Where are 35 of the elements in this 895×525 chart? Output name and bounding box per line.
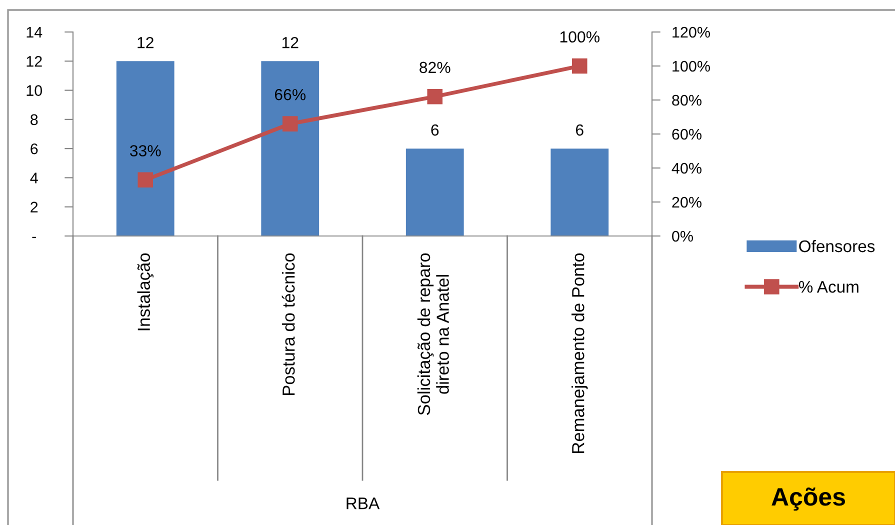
y2-tick-label: 120% <box>672 26 710 38</box>
data-label: 6 <box>431 124 439 136</box>
point <box>572 58 588 74</box>
point <box>282 116 298 132</box>
data-label: 33% <box>130 145 161 156</box>
y-tick-label: 6 <box>30 143 38 154</box>
y-tick-label: 8 <box>30 114 38 126</box>
y2-tick-label: 20% <box>672 196 702 208</box>
y-tick-label: 14 <box>26 27 42 38</box>
y-tick-label: 12 <box>26 56 42 67</box>
y-tick-label: 2 <box>30 202 38 212</box>
y2-tick-label: 80% <box>672 94 702 106</box>
x-axis-title: RBA <box>346 498 380 510</box>
data-label: 100% <box>560 31 600 43</box>
data-label: 12 <box>138 36 154 48</box>
y2-tick-label: 60% <box>672 128 702 140</box>
data-label: 66% <box>274 89 306 100</box>
y-tick-label: 4 <box>30 172 38 184</box>
y2-tick-label: 100% <box>672 60 710 72</box>
x-tick-label: Postura do técnico <box>282 253 295 396</box>
point <box>427 88 443 104</box>
y2-tick-label: 0% <box>672 230 693 242</box>
y-tick-label: 10 <box>26 85 42 96</box>
legend-label: Ofensores <box>799 240 875 252</box>
data-label: 12 <box>282 36 298 48</box>
data-label: 82% <box>420 62 450 74</box>
x-tick-label: Remanejamento de Ponto <box>572 253 588 453</box>
text: Ações <box>772 487 845 511</box>
legend-label: % Acum <box>798 281 858 293</box>
data-label: 6 <box>576 124 584 136</box>
point <box>138 172 154 188</box>
x-tick-label: Solicitação de reparo direto na Anatel <box>417 253 449 415</box>
x-tick-label: Instalação <box>137 253 154 330</box>
y-tick-label: - <box>32 236 36 238</box>
y2-tick-label: 40% <box>672 162 702 174</box>
